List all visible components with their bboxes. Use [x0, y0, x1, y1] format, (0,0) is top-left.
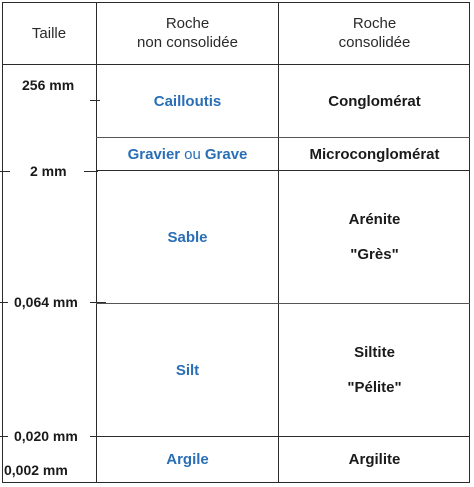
cell-gravier: Gravier ou Grave — [97, 138, 278, 170]
sable-label: Sable — [167, 228, 208, 246]
row-divider-sable-silt — [96, 303, 470, 304]
gres-label: "Grès" — [350, 246, 399, 263]
header-size: Taille — [2, 2, 96, 64]
size-tick-2mm-right — [84, 171, 98, 172]
argile-label: Argile — [166, 450, 209, 468]
header-unconsolidated: Roche non consolidée — [97, 2, 278, 64]
header-consolidated: Roche consolidée — [279, 2, 470, 64]
gravier-label: Gravier — [127, 145, 181, 163]
size-label-256mm: 256 mm — [22, 77, 75, 93]
cell-sable: Sable — [97, 171, 278, 303]
size-label-0020mm: 0,020 mm — [14, 428, 78, 444]
header-consolidated-line1: Roche — [352, 15, 397, 32]
header-unconsolidated-line1: Roche — [165, 15, 210, 32]
cailloutis-label: Cailloutis — [153, 92, 222, 110]
size-tick-0020mm-left — [0, 436, 8, 437]
grave-label: Grave — [204, 145, 248, 163]
header-consolidated-line2: consolidée — [338, 34, 411, 51]
cell-microconglomerat: Microconglomérat — [279, 138, 470, 170]
size-tick-0020mm — [90, 436, 106, 437]
conglomerat-label: Conglomérat — [328, 92, 421, 110]
row-divider-cailloutis-gravier — [96, 137, 470, 138]
size-tick-0064mm — [90, 302, 106, 303]
header-size-label: Taille — [31, 24, 67, 42]
column-divider-rock — [278, 2, 279, 483]
column-divider-size — [96, 2, 97, 483]
size-label-0064mm: 0,064 mm — [14, 294, 78, 310]
arenite-label: Arénite — [348, 211, 401, 228]
size-label-0002mm: 0,002 mm — [4, 462, 68, 478]
cell-argile: Argile — [97, 437, 278, 481]
gravier-ou-label: ou — [184, 145, 201, 163]
microconglomerat-label: Microconglomérat — [309, 145, 440, 163]
size-tick-2mm — [0, 171, 10, 172]
size-label-2mm: 2 mm — [30, 163, 67, 179]
cell-conglomerat: Conglomérat — [279, 65, 470, 137]
silt-label: Silt — [175, 361, 200, 379]
header-divider — [2, 64, 470, 65]
cell-silt: Silt — [97, 304, 278, 436]
row-divider-gravier-sable — [96, 170, 470, 171]
pelite-label: "Pélite" — [347, 379, 402, 396]
header-unconsolidated-line2: non consolidée — [137, 34, 238, 51]
argilite-label: Argilite — [348, 450, 401, 468]
size-tick-256mm — [90, 100, 100, 101]
cell-siltite: Siltite "Pélite" — [279, 304, 470, 436]
cell-cailloutis: Cailloutis — [97, 65, 278, 137]
siltite-label: Siltite — [354, 344, 395, 361]
size-tick-0064mm-left — [0, 302, 8, 303]
cell-arenite: Arénite "Grès" — [279, 171, 470, 303]
cell-argilite: Argilite — [279, 437, 470, 481]
table-frame — [2, 2, 470, 483]
row-divider-silt-argile — [96, 436, 470, 437]
